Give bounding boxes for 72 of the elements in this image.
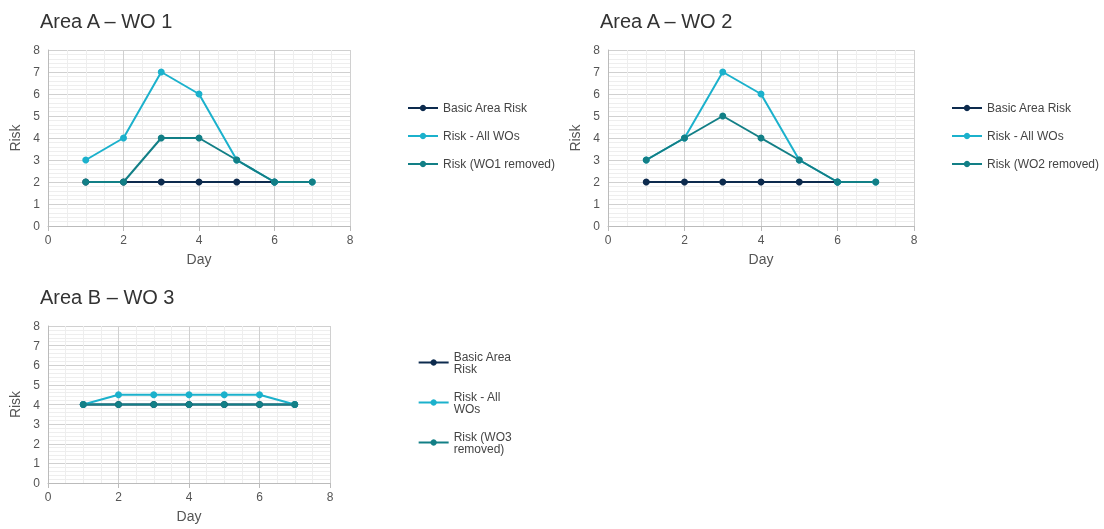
y-tick-label: 5	[593, 109, 601, 123]
x-tick-label: 0	[604, 233, 612, 247]
x-axis-title: Day	[176, 508, 202, 524]
y-tick-label: 8	[33, 319, 41, 333]
y-tick-label: 7	[33, 65, 41, 79]
x-tick-label: 2	[120, 233, 128, 247]
point	[233, 178, 241, 186]
point	[719, 68, 727, 76]
point	[719, 112, 727, 120]
y-tick-label: 4	[593, 131, 601, 145]
y-tick-label: 0	[33, 476, 41, 490]
y-tick-label: 1	[33, 197, 41, 211]
y-axis-title: Risk	[7, 389, 23, 419]
y-tick-label: 6	[33, 87, 41, 101]
legend-label: Risk (WO1 removed)	[442, 157, 555, 171]
y-axis-title: Risk	[7, 123, 23, 152]
x-tick-label: 4	[195, 233, 203, 247]
y-tick-label: 3	[33, 417, 41, 432]
y-tick-label: 3	[593, 153, 601, 167]
x-tick-label: 8	[346, 233, 354, 247]
y-tick-label: 6	[33, 358, 41, 373]
legend-label: Risk (WO3 removed)	[453, 429, 515, 456]
x-axis-title: Day	[748, 251, 774, 267]
point	[719, 178, 727, 186]
legend-label: Risk - All WOs	[442, 129, 520, 143]
point	[157, 68, 165, 76]
x-tick-label: 0	[44, 490, 52, 504]
x-tick-label: 4	[757, 233, 765, 247]
y-tick-label: 1	[593, 197, 601, 211]
chart-title: Area A – WO 2	[600, 10, 733, 32]
legend-label: Basic Area Risk	[453, 349, 515, 376]
y-tick-label: 2	[33, 436, 41, 451]
x-tick-label: 6	[271, 233, 279, 247]
legend-label: Basic Area Risk	[442, 101, 529, 115]
y-tick-label: 7	[33, 338, 41, 353]
y-tick-label: 5	[33, 109, 41, 123]
y-tick-label: 5	[33, 377, 41, 392]
x-tick-label: 4	[185, 490, 193, 504]
x-tick-label: 6	[834, 233, 842, 247]
y-tick-label: 8	[593, 43, 601, 57]
legend-label: Risk - All WOs	[453, 389, 504, 416]
legend-label: Basic Area Risk	[986, 101, 1073, 115]
x-tick-label: 8	[910, 233, 918, 247]
y-tick-label: 7	[593, 65, 601, 79]
x-tick-label: 2	[115, 490, 123, 504]
x-tick-label: 8	[326, 490, 334, 504]
legend-label: Risk (WO2 removed)	[986, 157, 1099, 171]
point	[642, 178, 650, 186]
point	[82, 156, 90, 164]
point	[681, 178, 688, 186]
x-tick-label: 0	[44, 233, 52, 247]
y-tick-label: 0	[33, 219, 41, 233]
chart-title: Area A – WO 1	[40, 10, 173, 32]
y-tick-label: 1	[33, 456, 41, 471]
x-tick-label: 2	[681, 233, 689, 247]
x-axis-title: Day	[186, 251, 212, 267]
point	[120, 134, 127, 142]
y-tick-label: 0	[593, 219, 601, 233]
point	[795, 178, 803, 186]
y-axis-title: Risk	[567, 123, 583, 152]
y-tick-label: 2	[33, 175, 41, 189]
y-tick-label: 3	[33, 153, 41, 167]
x-tick-label: 6	[256, 490, 264, 504]
y-tick-label: 4	[33, 131, 41, 145]
legend-label: Risk - All WOs	[986, 129, 1064, 143]
y-tick-label: 4	[33, 397, 41, 412]
point	[157, 178, 165, 186]
y-tick-label: 6	[593, 87, 601, 101]
y-tick-label: 2	[593, 175, 601, 189]
y-tick-label: 8	[33, 43, 41, 57]
chart-title: Area B – WO 3	[40, 286, 175, 308]
point	[157, 134, 165, 142]
